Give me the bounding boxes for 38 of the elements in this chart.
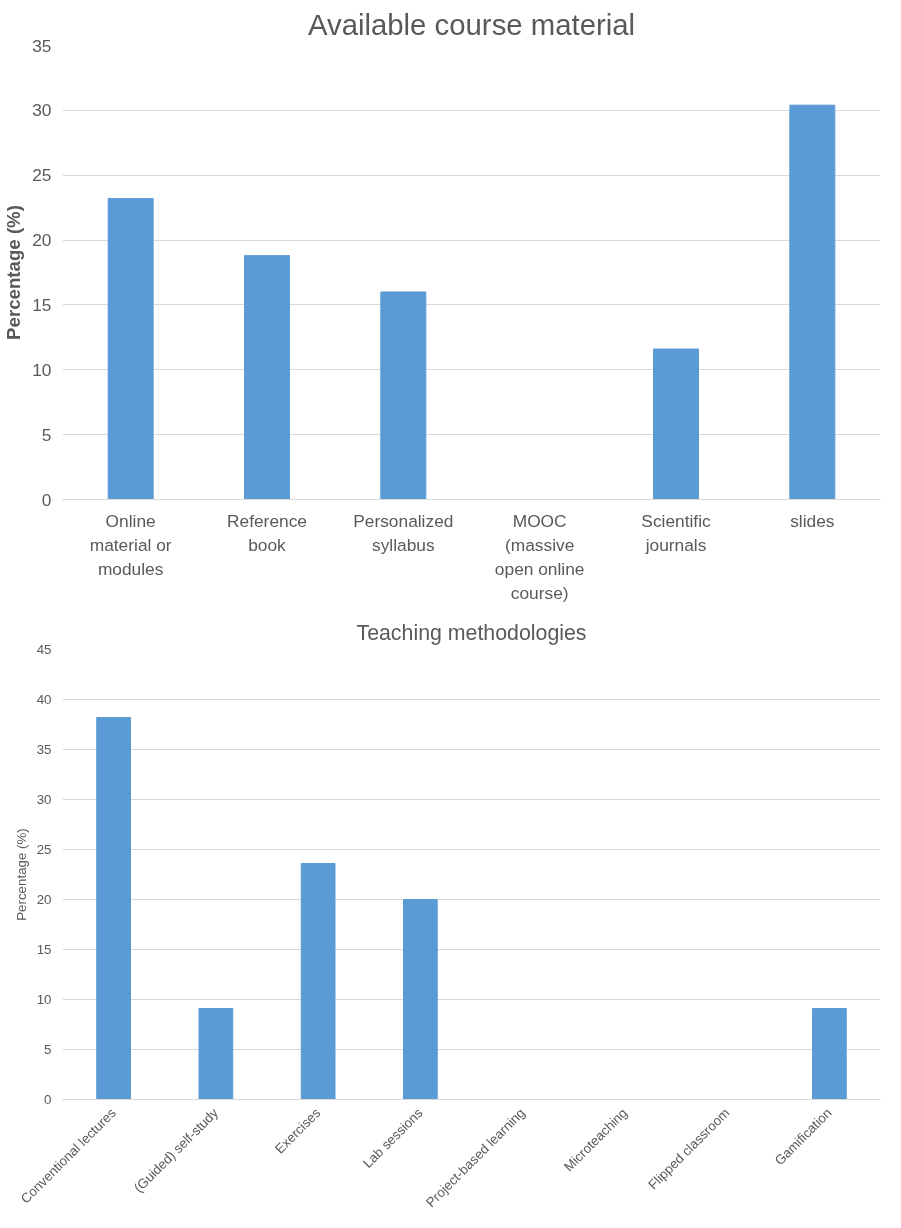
y-tick-label: 45 — [36, 642, 52, 657]
bar — [380, 291, 427, 500]
y-axis-title: Percentage (%) — [13, 828, 29, 921]
y-tick-label: 25 — [36, 842, 52, 857]
bar — [653, 348, 699, 500]
x-tick-label: Personalized syllabus — [353, 510, 454, 555]
y-tick-label: 5 — [44, 1042, 52, 1057]
x-tick-label: Reference book — [227, 510, 307, 555]
y-axis-title: Percentage (%) — [3, 205, 25, 340]
y-tick-label: 30 — [36, 792, 52, 807]
bar — [403, 899, 438, 1100]
y-tick-label: 30 — [32, 100, 52, 121]
y-tick-label: 35 — [32, 35, 52, 56]
bar — [244, 255, 290, 500]
chart-title: Available course material — [307, 7, 636, 41]
bar — [198, 1008, 234, 1100]
y-tick-label: 10 — [32, 359, 52, 380]
y-tick-label: 15 — [32, 294, 52, 315]
bar — [812, 1008, 847, 1100]
y-tick-label: 35 — [36, 742, 52, 757]
bar — [96, 717, 131, 1100]
y-tick-label: 20 — [36, 892, 52, 907]
y-tick-label: 10 — [36, 992, 52, 1007]
y-tick-label: 5 — [41, 424, 52, 445]
chart-title: Teaching methodologies — [356, 620, 587, 645]
y-tick-label: 20 — [32, 230, 52, 251]
x-tick-label: slides — [790, 510, 835, 531]
bar — [300, 863, 336, 1100]
y-tick-label: 0 — [41, 489, 52, 510]
y-tick-label: 0 — [44, 1092, 52, 1107]
y-tick-label: 15 — [36, 942, 52, 957]
bar — [789, 104, 836, 500]
y-tick-label: 40 — [36, 692, 52, 707]
y-tick-label: 25 — [32, 165, 52, 186]
x-tick-label: Online material or modules — [89, 510, 172, 579]
bar — [107, 198, 154, 500]
x-tick-label: MOOC (massive open online course) — [494, 510, 585, 603]
x-tick-label: Scientific journals — [641, 510, 711, 555]
